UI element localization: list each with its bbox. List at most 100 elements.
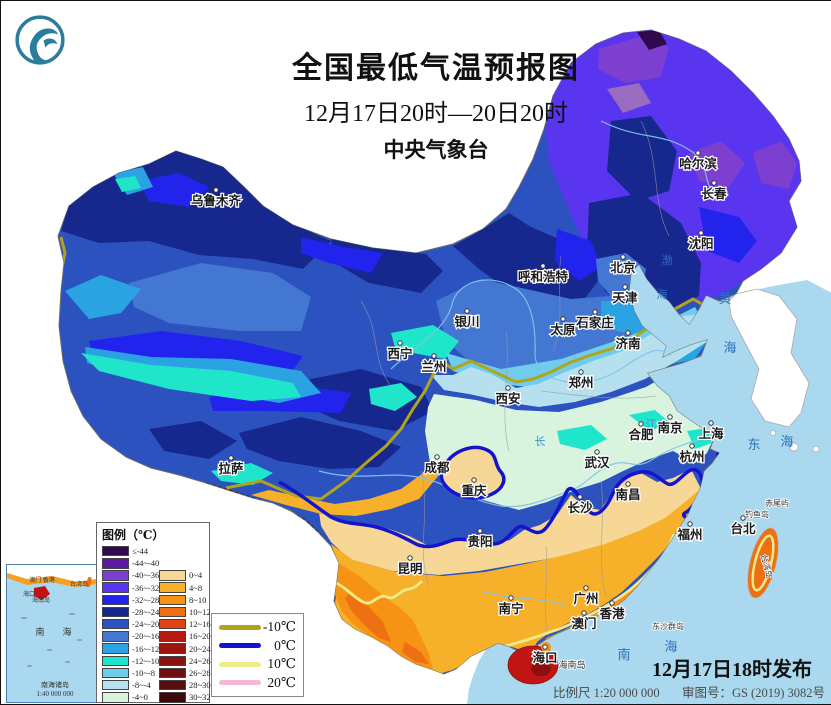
legend-row: -20~-16 bbox=[102, 630, 159, 642]
legend-row: -28~-24 bbox=[102, 606, 159, 618]
approval-number: 审图号：GS (2019) 3082号 bbox=[681, 686, 825, 700]
sea-char: 南 bbox=[617, 647, 630, 662]
legend-swatch bbox=[159, 667, 186, 679]
sea-char: 黄 bbox=[718, 291, 731, 306]
date-range: 12月17日20时—20日20时 bbox=[304, 101, 568, 127]
legend-range-label: -32~-28 bbox=[132, 594, 160, 605]
inset-taiwan bbox=[86, 577, 92, 587]
contour-line-label: 10℃ bbox=[267, 656, 296, 672]
legend-range-label: -24~-20 bbox=[132, 619, 160, 630]
legend-row: 8~10 bbox=[159, 594, 211, 606]
city-label: 澳门 bbox=[571, 616, 596, 631]
legend-swatch bbox=[159, 643, 186, 654]
inset-islets bbox=[21, 613, 82, 667]
legend-range-label: -4~0 bbox=[132, 692, 148, 703]
legend-range-label: -10~-8 bbox=[132, 667, 156, 678]
legend-range-label: 12~16 bbox=[189, 619, 211, 630]
contour-legend-row: 20℃ bbox=[219, 675, 296, 691]
city-label: 西宁 bbox=[387, 346, 412, 361]
legend-row: 30~32 bbox=[159, 691, 211, 703]
legend-range-label: 4~8 bbox=[189, 582, 203, 593]
temperature-bands bbox=[59, 30, 801, 674]
city-dot bbox=[698, 230, 704, 236]
sea-char: 海 bbox=[664, 639, 677, 654]
city-label: 太原 bbox=[550, 322, 576, 337]
title-block: 全国最低气温预报图 12月17日20时—20日20时 中央气象台 bbox=[236, 43, 636, 164]
legend-range-label: 8~10 bbox=[189, 594, 207, 605]
ins-label: 南海诸岛 bbox=[41, 680, 69, 689]
city-label: 长春 bbox=[701, 186, 727, 201]
legend-range-label: 26~28 bbox=[189, 667, 211, 678]
legend-row: -16~-12 bbox=[102, 643, 159, 655]
contour-line-legend: -10℃ 0℃ 10℃ 20℃ bbox=[211, 613, 304, 697]
legend-swatch bbox=[159, 618, 186, 630]
city-dot bbox=[542, 644, 548, 650]
sea-char: 海 bbox=[657, 287, 668, 301]
isl-label: 钓鱼岛 bbox=[745, 509, 769, 519]
logo-ring bbox=[15, 15, 65, 65]
city-dot bbox=[622, 284, 628, 290]
footer-scale-line: 比例尺 1:20 000 000 审图号：GS (2019) 3082号 bbox=[553, 682, 825, 701]
legend-row: 4~8 bbox=[159, 582, 211, 594]
city-label: 银川 bbox=[454, 314, 479, 329]
legend-range-label: -20~-16 bbox=[132, 631, 160, 642]
city-label: 郑州 bbox=[568, 375, 593, 390]
city-dot bbox=[471, 477, 477, 483]
legend-row: 12~16 bbox=[159, 618, 211, 630]
contour-minus10 bbox=[225, 297, 708, 501]
contour-line-label: -10℃ bbox=[262, 619, 296, 634]
taiwan-island bbox=[747, 527, 779, 599]
city-label: 重庆 bbox=[461, 483, 487, 498]
legend-range-label: 0~4 bbox=[189, 570, 203, 581]
city-label: 南京 bbox=[657, 420, 683, 435]
contour-legend-row: 0℃ bbox=[219, 638, 296, 654]
city-label: 福州 bbox=[676, 527, 702, 542]
legend-swatch bbox=[102, 594, 129, 606]
legend-swatch bbox=[102, 545, 129, 557]
city-label: 海口 bbox=[532, 650, 557, 665]
sea-labels: 渤海 黄海东 海南海 bbox=[617, 254, 793, 662]
city-dot bbox=[228, 455, 234, 461]
agency-name: 中央气象台 bbox=[383, 139, 489, 162]
city-dot bbox=[213, 187, 219, 193]
hainan-island bbox=[507, 642, 559, 685]
page-title: 全国最低气温预报图 bbox=[292, 52, 580, 85]
city-label: 沈阳 bbox=[688, 236, 713, 251]
ins-label: 澳门 香港 bbox=[29, 576, 55, 584]
legend-row: -4~0 bbox=[102, 691, 159, 703]
city-dot bbox=[581, 610, 587, 616]
city-dot bbox=[578, 369, 584, 375]
legend-range-label: 28~30 bbox=[189, 680, 211, 691]
ins-label: 海南岛 bbox=[32, 596, 50, 604]
legend-swatch bbox=[159, 582, 186, 593]
legend-range-label: -36~-32 bbox=[132, 582, 160, 593]
legend-swatch bbox=[102, 570, 129, 581]
legend-swatch bbox=[102, 667, 129, 679]
legend-swatch bbox=[159, 594, 186, 606]
contour-line-sample bbox=[219, 680, 261, 686]
contour-line-sample bbox=[219, 661, 261, 667]
city-dot bbox=[667, 414, 673, 420]
legend-range-label: -8~-4 bbox=[132, 680, 151, 691]
ins-label: 1:40 000 000 bbox=[37, 690, 74, 698]
legend-swatch bbox=[102, 631, 129, 642]
sea-char: 海 bbox=[780, 434, 793, 449]
contour-plus10-yunnan bbox=[333, 580, 423, 605]
ins-label: 海口 bbox=[23, 590, 35, 598]
legend-row: -10~-8 bbox=[102, 667, 159, 679]
city-dot bbox=[638, 421, 644, 427]
legend-swatch bbox=[159, 631, 186, 642]
legend-row: -40~-36 bbox=[102, 569, 159, 581]
legend-range-label: 16~20 bbox=[189, 631, 211, 642]
sichuan-basin-zero-loop bbox=[439, 445, 506, 500]
isl-label: 赤尾屿 bbox=[765, 499, 789, 508]
legend-swatch bbox=[159, 570, 186, 581]
legend-swatch bbox=[159, 692, 186, 703]
ins-label: 台湾岛 bbox=[70, 580, 88, 588]
legend-range-label: 10~12 bbox=[189, 607, 211, 618]
